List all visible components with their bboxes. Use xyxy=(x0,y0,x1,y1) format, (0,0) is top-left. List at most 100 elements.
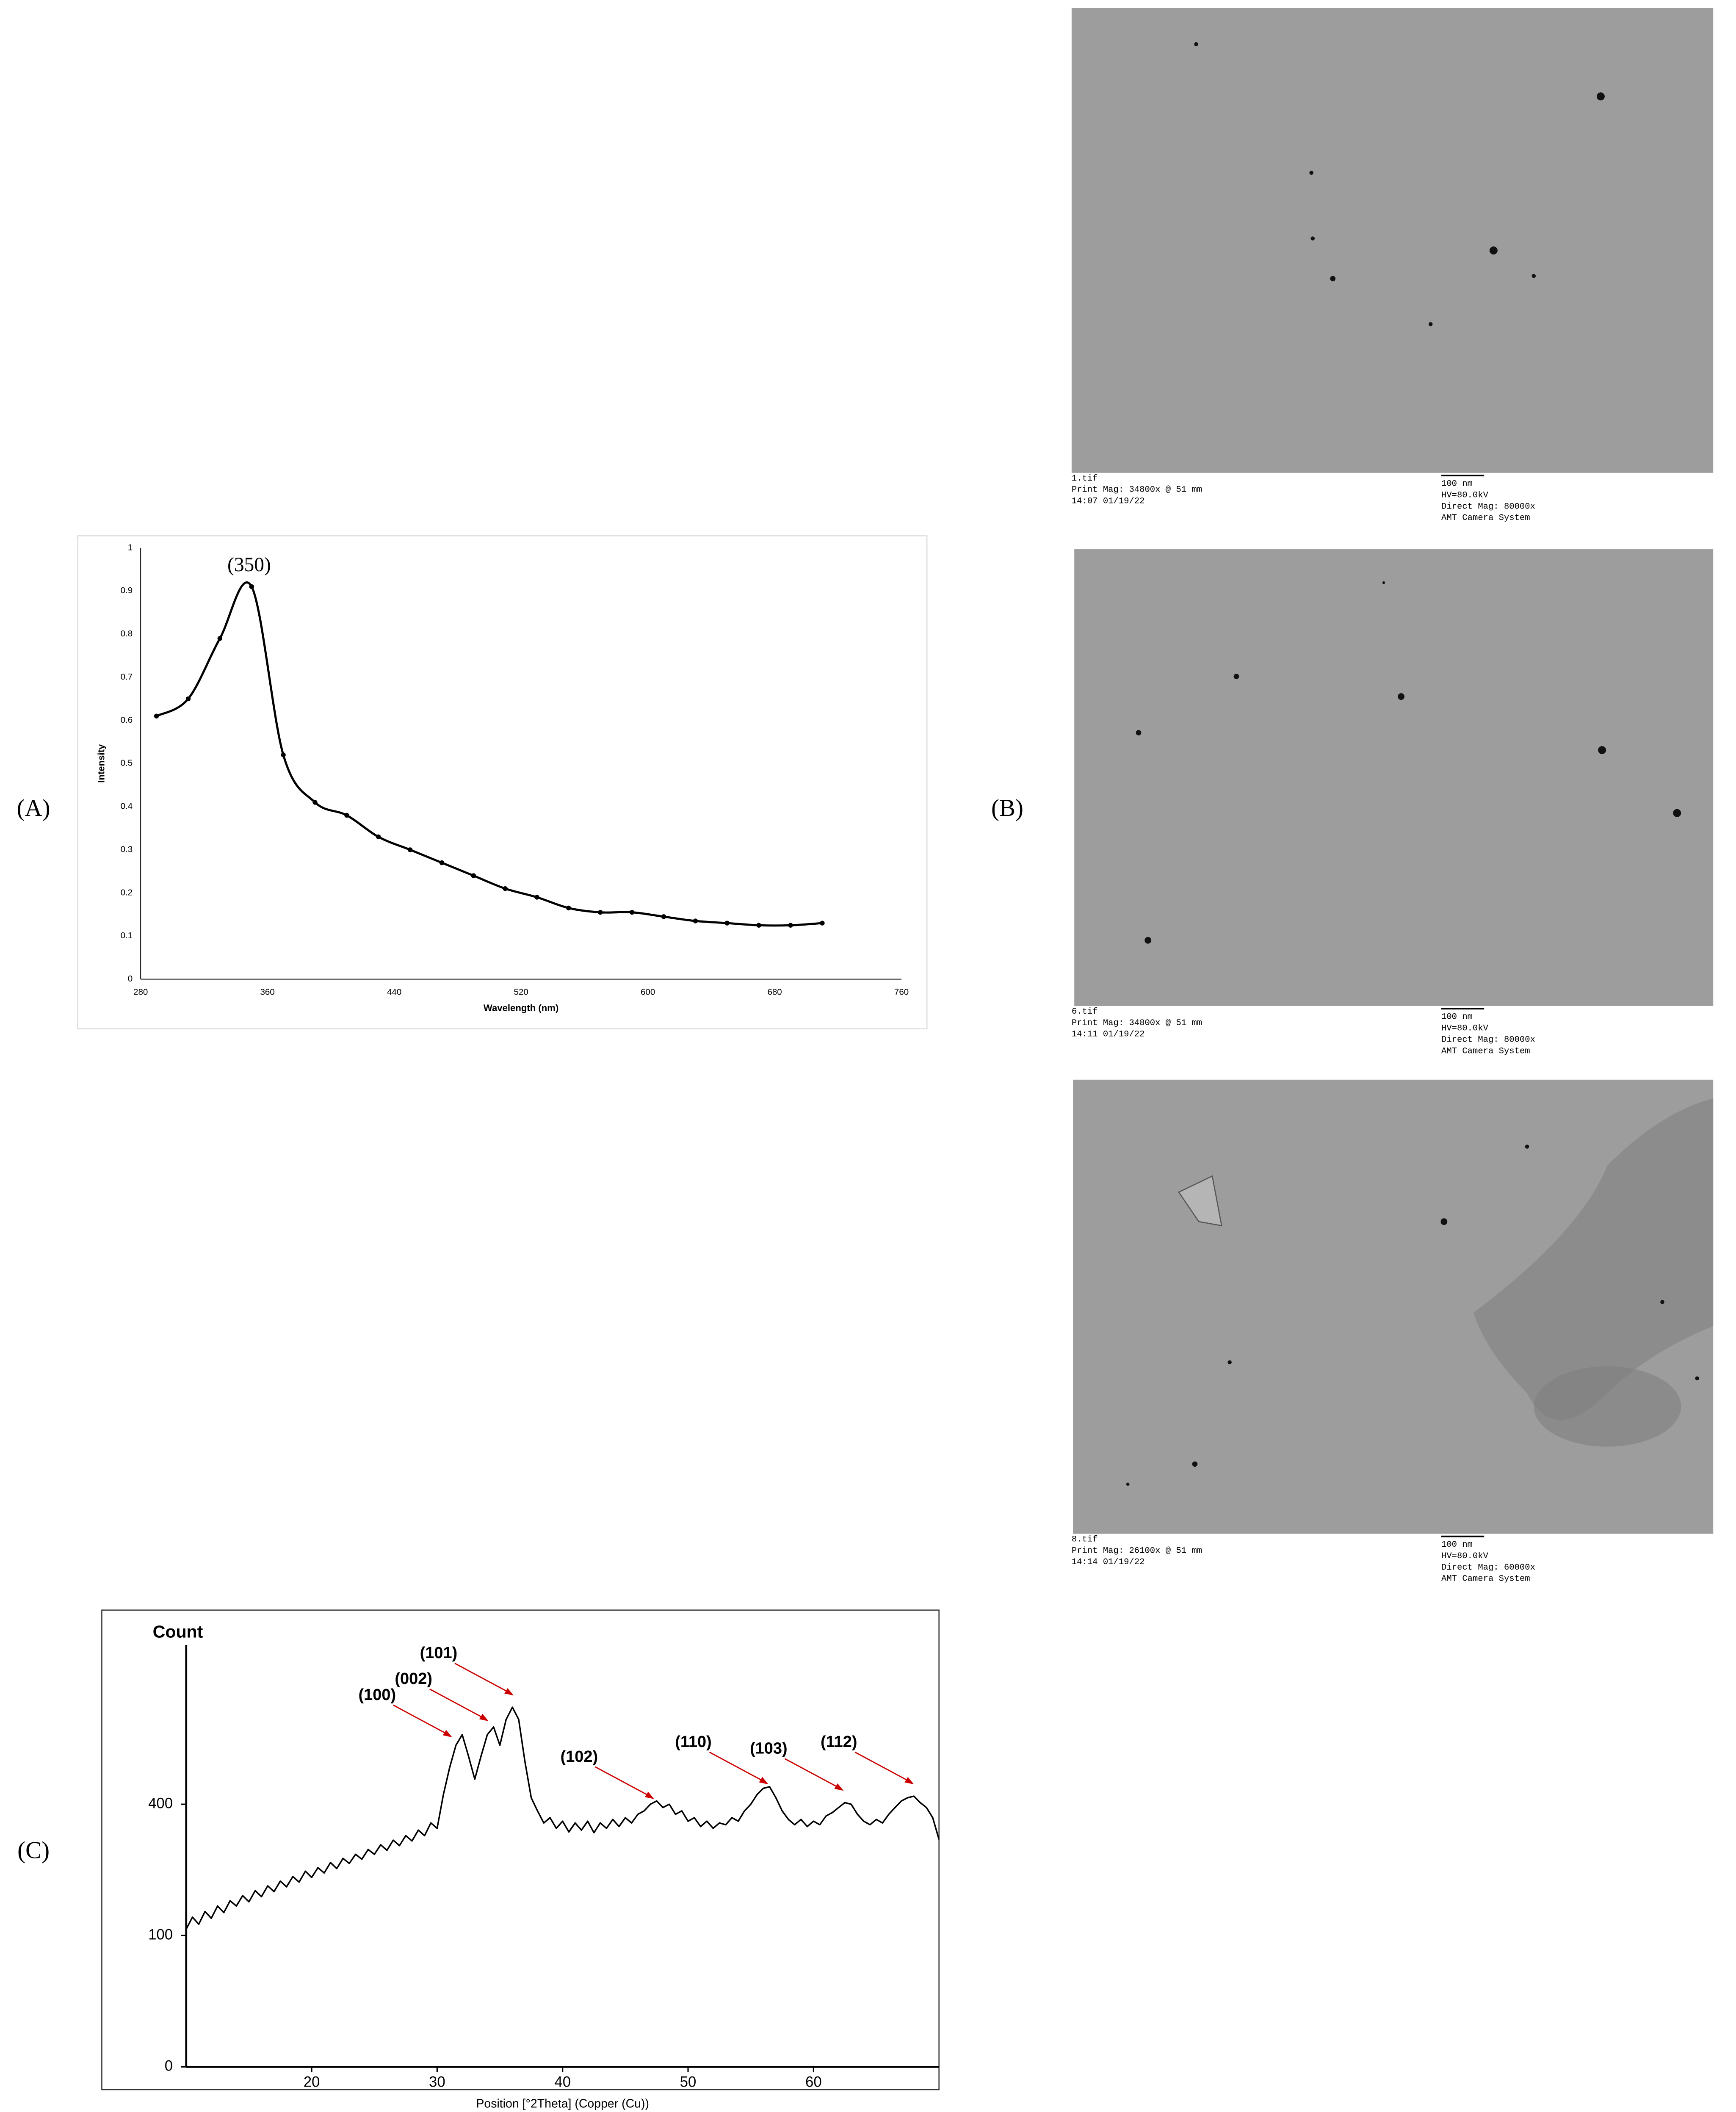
x-tick-label: 360 xyxy=(260,987,275,997)
x-tick-label: 520 xyxy=(514,987,528,997)
arrow-head xyxy=(442,1730,452,1737)
tem-caption: HV=80.0kV xyxy=(1441,1023,1489,1033)
y-tick-label: 0 xyxy=(128,974,133,984)
data-point xyxy=(312,800,318,805)
y-axis-title: Intensity xyxy=(96,744,106,783)
data-point xyxy=(503,886,508,891)
nanoparticle xyxy=(1695,1376,1699,1381)
tem-caption: 1.tif xyxy=(1072,474,1098,484)
y-tick-label: 0.1 xyxy=(121,931,133,940)
arrow-head xyxy=(504,1688,514,1696)
panel-label: (C) xyxy=(17,1837,50,1863)
arrow-head xyxy=(759,1777,768,1785)
tem-image xyxy=(1071,8,1714,473)
nanoparticle xyxy=(1598,746,1606,755)
annotation: (100) xyxy=(358,1686,396,1704)
nanoparticle xyxy=(1233,674,1239,679)
panel-a-frame xyxy=(77,535,928,1029)
data-point xyxy=(566,905,571,911)
data-line xyxy=(185,1706,940,1930)
annotation-arrow xyxy=(454,1663,510,1694)
tem-caption: 6.tif xyxy=(1072,1007,1098,1017)
annotation-arrow xyxy=(854,1751,910,1783)
tem-caption: HV=80.0kV xyxy=(1441,1551,1489,1561)
data-point xyxy=(820,921,825,926)
annotation: (103) xyxy=(750,1739,788,1757)
tem-caption: AMT Camera System xyxy=(1441,1574,1530,1584)
tem-caption: AMT Camera System xyxy=(1441,1046,1530,1056)
nanoparticle xyxy=(1382,581,1385,584)
x-axis-title: Position [°2Theta] (Copper (Cu)) xyxy=(476,2097,649,2110)
x-tick-label: 440 xyxy=(387,987,401,997)
nanoparticle xyxy=(1310,236,1315,241)
tem-caption: Direct Mag: 80000x xyxy=(1441,502,1535,511)
nanoparticle xyxy=(1330,276,1336,282)
nanoparticle xyxy=(1531,274,1536,278)
annotation: (102) xyxy=(561,1748,598,1766)
tem-caption: 14:11 01/19/22 xyxy=(1072,1030,1145,1039)
tem-caption: Print Mag: 34800x @ 51 mm xyxy=(1072,1018,1202,1028)
data-point xyxy=(629,909,635,915)
annotation-arrow xyxy=(595,1766,651,1797)
panel-label: (A) xyxy=(17,795,50,821)
data-point xyxy=(217,636,223,641)
tem-caption: 100 nm xyxy=(1441,1540,1473,1550)
nanoparticle xyxy=(1596,92,1605,101)
data-point xyxy=(154,713,159,719)
x-tick-label: 600 xyxy=(641,987,655,997)
y-tick-label: 400 xyxy=(148,1795,173,1811)
x-tick-label: 280 xyxy=(133,987,148,997)
annotation: (350) xyxy=(227,554,271,576)
nanoparticle xyxy=(1428,322,1433,326)
annotation-arrow xyxy=(429,1688,485,1719)
y-tick-label: 0.8 xyxy=(121,629,133,639)
annotation-arrow xyxy=(784,1758,840,1789)
y-tick-label: 0.3 xyxy=(121,844,133,854)
y-tick-label: 0.6 xyxy=(121,715,133,725)
nanoparticle xyxy=(1194,42,1198,47)
arrow-head xyxy=(644,1791,655,1799)
y-tick-label: 0.7 xyxy=(121,672,133,682)
nanoparticle xyxy=(1660,1300,1664,1304)
data-point xyxy=(344,813,349,818)
y-tick-label: 0.5 xyxy=(121,758,133,768)
x-tick-label: 680 xyxy=(767,987,782,997)
annotation: (110) xyxy=(675,1733,712,1751)
annotation-arrow xyxy=(393,1704,449,1735)
tem-caption: Print Mag: 26100x @ 51 mm xyxy=(1072,1546,1202,1556)
tem-caption: 8.tif xyxy=(1072,1534,1098,1544)
x-tick-label: 760 xyxy=(894,987,909,997)
x-tick-label: 50 xyxy=(680,2074,697,2090)
annotation: (101) xyxy=(420,1644,458,1662)
data-point xyxy=(471,873,476,878)
y-tick-label: 1 xyxy=(128,542,133,552)
panel-c-frame xyxy=(101,1609,940,2090)
tem-caption: Direct Mag: 80000x xyxy=(1441,1035,1535,1045)
y-tick-label: 0.9 xyxy=(121,586,133,595)
data-point xyxy=(534,895,539,900)
nanoparticle xyxy=(1144,937,1152,944)
nanoparticle xyxy=(1398,693,1405,700)
data-point xyxy=(249,584,254,589)
tem-caption: 100 nm xyxy=(1441,479,1473,489)
arrow-head xyxy=(834,1783,844,1791)
nanoparticle xyxy=(1525,1144,1529,1149)
x-tick-label: 40 xyxy=(554,2074,571,2090)
y-tick-label: 0 xyxy=(165,2058,173,2074)
tem-artifact xyxy=(1178,1175,1222,1227)
nanoparticle xyxy=(1192,1461,1198,1467)
x-tick-label: 30 xyxy=(429,2074,445,2090)
nanoparticle xyxy=(1440,1218,1448,1225)
arrow-head xyxy=(904,1777,914,1785)
tem-image xyxy=(1074,549,1714,1006)
data-point xyxy=(661,914,666,919)
tem-caption: Print Mag: 34800x @ 51 mm xyxy=(1072,485,1202,495)
tem-film xyxy=(1473,1098,1714,1420)
tem-film xyxy=(1534,1366,1681,1447)
y-axis-title: Count xyxy=(153,1622,203,1641)
data-point xyxy=(376,834,381,840)
data-point xyxy=(281,752,286,757)
tem-caption: 14:07 01/19/22 xyxy=(1072,497,1145,506)
